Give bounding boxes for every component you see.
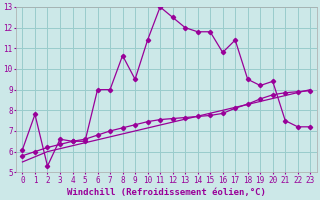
X-axis label: Windchill (Refroidissement éolien,°C): Windchill (Refroidissement éolien,°C): [67, 188, 266, 197]
